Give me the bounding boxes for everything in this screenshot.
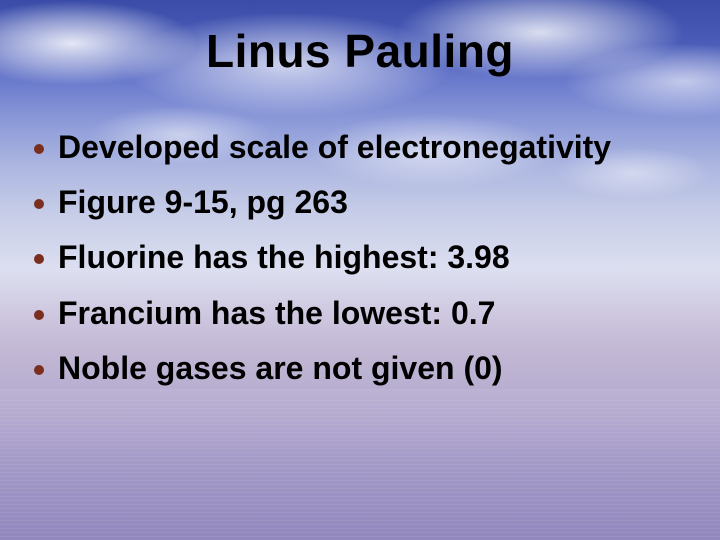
bullet-item: Noble gases are not given (0) (34, 347, 692, 390)
bullet-dot-icon (34, 199, 44, 209)
bullet-text: Figure 9-15, pg 263 (58, 181, 348, 224)
bullet-list: Developed scale of electronegativity Fig… (28, 126, 692, 390)
slide-content: Linus Pauling Developed scale of electro… (0, 0, 720, 390)
water-ripple (0, 400, 720, 540)
bullet-dot-icon (34, 365, 44, 375)
bullet-item: Developed scale of electronegativity (34, 126, 692, 169)
bullet-item: Francium has the lowest: 0.7 (34, 292, 692, 335)
bullet-item: Fluorine has the highest: 3.98 (34, 236, 692, 279)
bullet-dot-icon (34, 310, 44, 320)
bullet-item: Figure 9-15, pg 263 (34, 181, 692, 224)
bullet-text: Francium has the lowest: 0.7 (58, 292, 495, 335)
bullet-text: Developed scale of electronegativity (58, 126, 611, 169)
bullet-dot-icon (34, 254, 44, 264)
slide-title: Linus Pauling (28, 24, 692, 78)
bullet-text: Noble gases are not given (0) (58, 347, 503, 390)
bullet-text: Fluorine has the highest: 3.98 (58, 236, 510, 279)
bullet-dot-icon (34, 144, 44, 154)
